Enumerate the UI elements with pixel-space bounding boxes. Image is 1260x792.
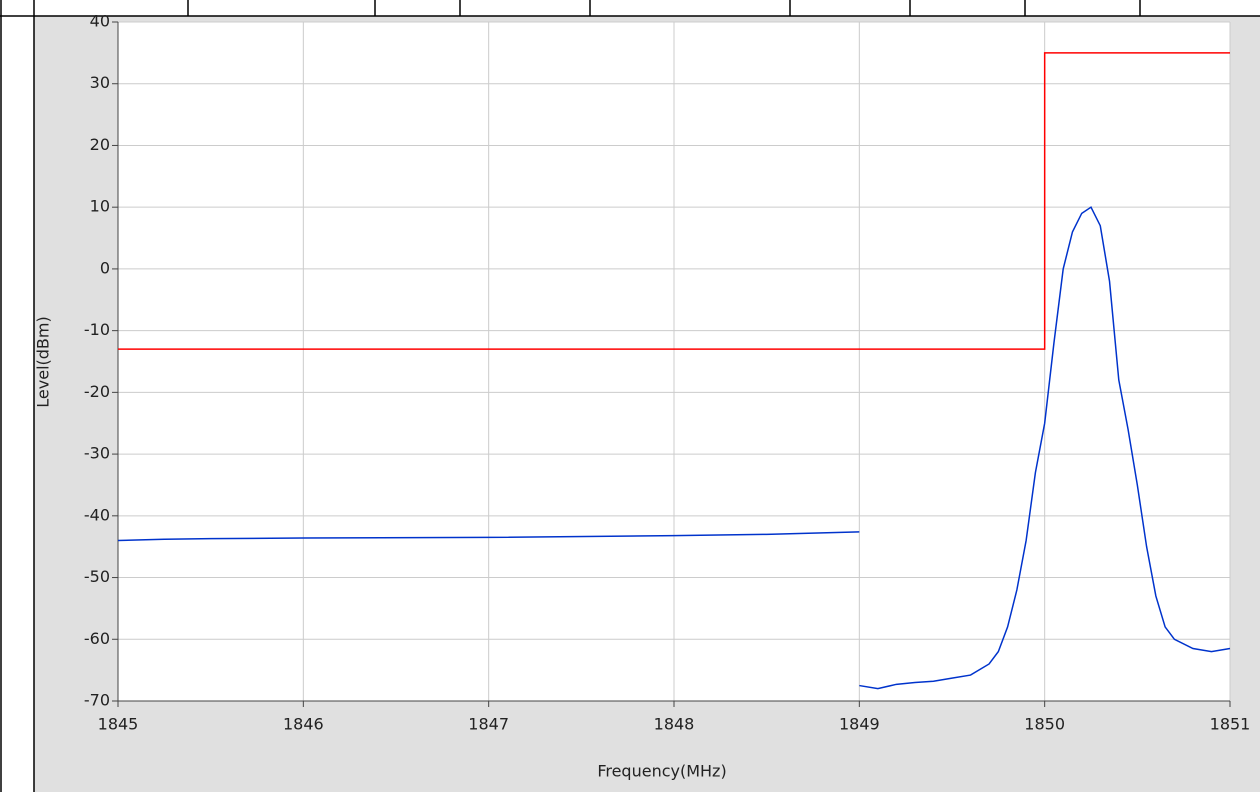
- y-tick-label: -70: [84, 691, 110, 710]
- y-tick-label: -20: [84, 382, 110, 401]
- y-tick-label: 40: [90, 12, 110, 31]
- y-axis-label: Level(dBm): [34, 316, 53, 407]
- x-tick-label: 1848: [654, 715, 695, 734]
- y-tick-label: -40: [84, 505, 110, 524]
- y-tick-label: 30: [90, 73, 110, 92]
- y-tick-label: -60: [84, 629, 110, 648]
- series-line: [117, 206, 1231, 690]
- x-axis-label: Frequency(MHz): [597, 762, 726, 781]
- y-tick-label: 0: [100, 258, 110, 277]
- x-tick-label: 1850: [1024, 715, 1065, 734]
- y-tick-label: -50: [84, 567, 110, 586]
- x-tick-label: 1845: [98, 715, 139, 734]
- y-tick-label: -10: [84, 320, 110, 339]
- series-line: [118, 52, 1230, 350]
- x-tick-label: 1846: [283, 715, 324, 734]
- y-tick-label: 10: [90, 197, 110, 216]
- x-tick-label: 1847: [468, 715, 509, 734]
- y-tick-label: -30: [84, 444, 110, 463]
- y-tick-label: 20: [90, 135, 110, 154]
- x-tick-label: 1849: [839, 715, 880, 734]
- x-tick-label: 1851: [1210, 715, 1251, 734]
